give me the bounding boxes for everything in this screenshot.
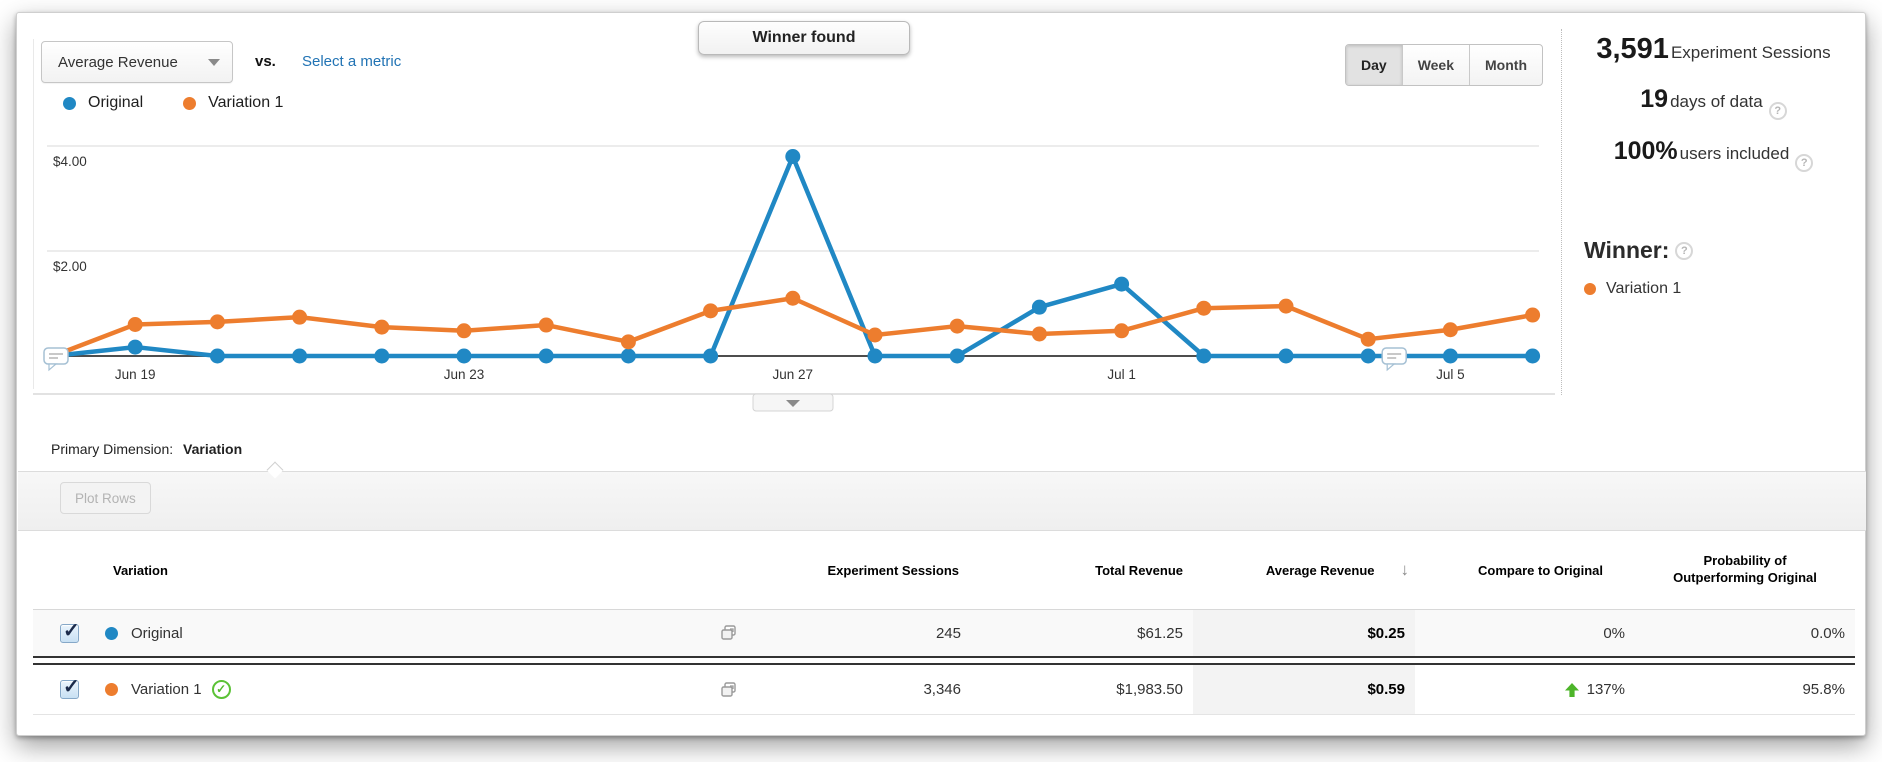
plot-rows-button[interactable]: Plot Rows	[60, 482, 151, 514]
chart-legend: Original Variation 1	[63, 94, 323, 112]
stat-days-of-data: 19 days of data ?	[1572, 85, 1855, 137]
chart-left-border	[33, 39, 34, 389]
variation-name[interactable]: Original	[131, 624, 183, 642]
svg-text:Jun 19: Jun 19	[115, 367, 156, 382]
timeseries-chart-area: $2.00 $4.00 Jun 19 Jun 23 Jun 27 Jul 1 Jul 5	[33, 117, 1555, 417]
average-revenue-value: $0.25	[1193, 610, 1415, 656]
sessions-value: 245	[935, 624, 961, 642]
winner-block: Winner: ? Variation 1	[1572, 237, 1855, 298]
variation-color-dot	[1584, 283, 1596, 295]
svg-text:$4.00: $4.00	[53, 154, 87, 169]
help-icon[interactable]: ?	[1768, 102, 1787, 120]
original-variations-separator	[33, 656, 1855, 665]
svg-text:Jun 23: Jun 23	[444, 367, 485, 382]
plot-row-on-chart-icon[interactable]	[720, 681, 738, 699]
chevron-down-icon	[208, 58, 220, 66]
total-revenue-value: $61.25	[1137, 624, 1183, 642]
winner-found-banner: Winner found	[698, 21, 910, 55]
days-count: 19	[1640, 85, 1669, 113]
primary-dimension-bar: Primary Dimension: Variation	[51, 441, 242, 457]
help-icon[interactable]: ?	[1795, 154, 1814, 172]
experiment-report-panel: Average Revenue vs. Select a metric Winn…	[16, 12, 1866, 736]
column-header-compare-to-original[interactable]: Compare to Original	[1478, 562, 1603, 578]
help-icon[interactable]: ?	[1675, 241, 1694, 260]
sessions-value: 3,346	[923, 681, 961, 698]
original-series-dot	[63, 96, 76, 110]
legend-item-variation-1[interactable]: Variation 1	[183, 94, 283, 112]
granularity-day-button[interactable]: Day	[1346, 45, 1403, 85]
column-header-average-revenue[interactable]: Average Revenue ↓	[1265, 560, 1410, 579]
row-checkbox[interactable]: ✓	[60, 620, 80, 643]
svg-text:Jul 1: Jul 1	[1107, 367, 1136, 382]
increase-arrow-icon	[1564, 682, 1580, 698]
winner-variation-name: Variation 1	[1606, 280, 1682, 297]
variation-name[interactable]: Variation 1	[131, 681, 202, 698]
granularity-toggle: Day Week Month	[1345, 44, 1543, 86]
vs-label: vs.	[255, 53, 276, 70]
experiment-chart[interactable]: $2.00 $4.00 Jun 19 Jun 23 Jun 27 Jul 1 Jul 5	[33, 117, 1555, 417]
sessions-label: Experiment Sessions	[1670, 43, 1831, 62]
compare-to-original-value: 137%	[1415, 681, 1635, 698]
variation-series-dot	[183, 96, 197, 110]
plot-row-on-chart-icon[interactable]	[720, 624, 738, 642]
metric-selector-value: Average Revenue	[58, 53, 178, 71]
total-revenue-value: $1,983.50	[1116, 681, 1183, 698]
winner-title: Winner:	[1584, 237, 1670, 263]
svg-text:Jun 27: Jun 27	[773, 367, 814, 382]
variation-series-dot	[105, 683, 118, 696]
granularity-week-button[interactable]: Week	[1403, 45, 1471, 85]
table-row-original: ✓ Original 245 $61.25 $0.25 0% 0.0%	[33, 610, 1855, 656]
metric-selector-dropdown[interactable]: Average Revenue	[41, 41, 233, 83]
users-percent: 100%	[1613, 137, 1678, 165]
svg-text:Jul 5: Jul 5	[1436, 367, 1465, 382]
winner-check-badge-icon: ✓	[211, 680, 231, 699]
probability-value: 95.8%	[1802, 681, 1845, 698]
table-toolbar: Plot Rows	[18, 471, 1866, 531]
users-label: users included	[1679, 144, 1790, 163]
variations-table: Variation Experiment Sessions Total Reve…	[33, 531, 1855, 715]
primary-dimension-value[interactable]: Variation	[183, 441, 243, 457]
sort-desc-arrow-icon[interactable]: ↓	[1400, 560, 1410, 579]
sessions-count: 3,591	[1596, 33, 1669, 65]
annotation-bubble-icon	[43, 347, 69, 372]
annotation-bubble-icon	[1381, 347, 1407, 372]
select-a-metric-link[interactable]: Select a metric	[302, 53, 402, 70]
column-header-total-revenue[interactable]: Total Revenue	[1095, 562, 1183, 578]
stat-experiment-sessions: 3,591 Experiment Sessions	[1572, 33, 1855, 85]
legend-label: Variation 1	[208, 94, 284, 111]
primary-dimension-label: Primary Dimension:	[51, 441, 174, 457]
days-label: days of data	[1670, 92, 1763, 111]
column-header-variation[interactable]: Variation	[113, 562, 168, 578]
granularity-month-button[interactable]: Month	[1485, 57, 1527, 73]
table-row-variation-1: ✓ Variation 1 ✓ 3,346 $1,983.50 $0.59 1	[33, 665, 1855, 715]
original-series-dot	[105, 626, 118, 640]
row-checkbox[interactable]: ✓	[60, 676, 80, 699]
average-revenue-value: $0.59	[1193, 665, 1415, 714]
column-header-experiment-sessions[interactable]: Experiment Sessions	[827, 562, 960, 578]
column-header-probability[interactable]: Probability of Outperforming Original	[1673, 553, 1817, 585]
legend-item-original[interactable]: Original	[63, 94, 143, 112]
table-header-row: Variation Experiment Sessions Total Reve…	[33, 531, 1855, 610]
legend-label: Original	[88, 94, 144, 111]
experiment-stats-panel: 3,591 Experiment Sessions 19 days of dat…	[1561, 29, 1859, 395]
svg-text:$2.00: $2.00	[53, 259, 87, 274]
stat-users-included: 100% users included ?	[1572, 137, 1855, 189]
probability-value: 0.0%	[1810, 624, 1845, 642]
compare-to-original-value: 0%	[1603, 624, 1625, 642]
